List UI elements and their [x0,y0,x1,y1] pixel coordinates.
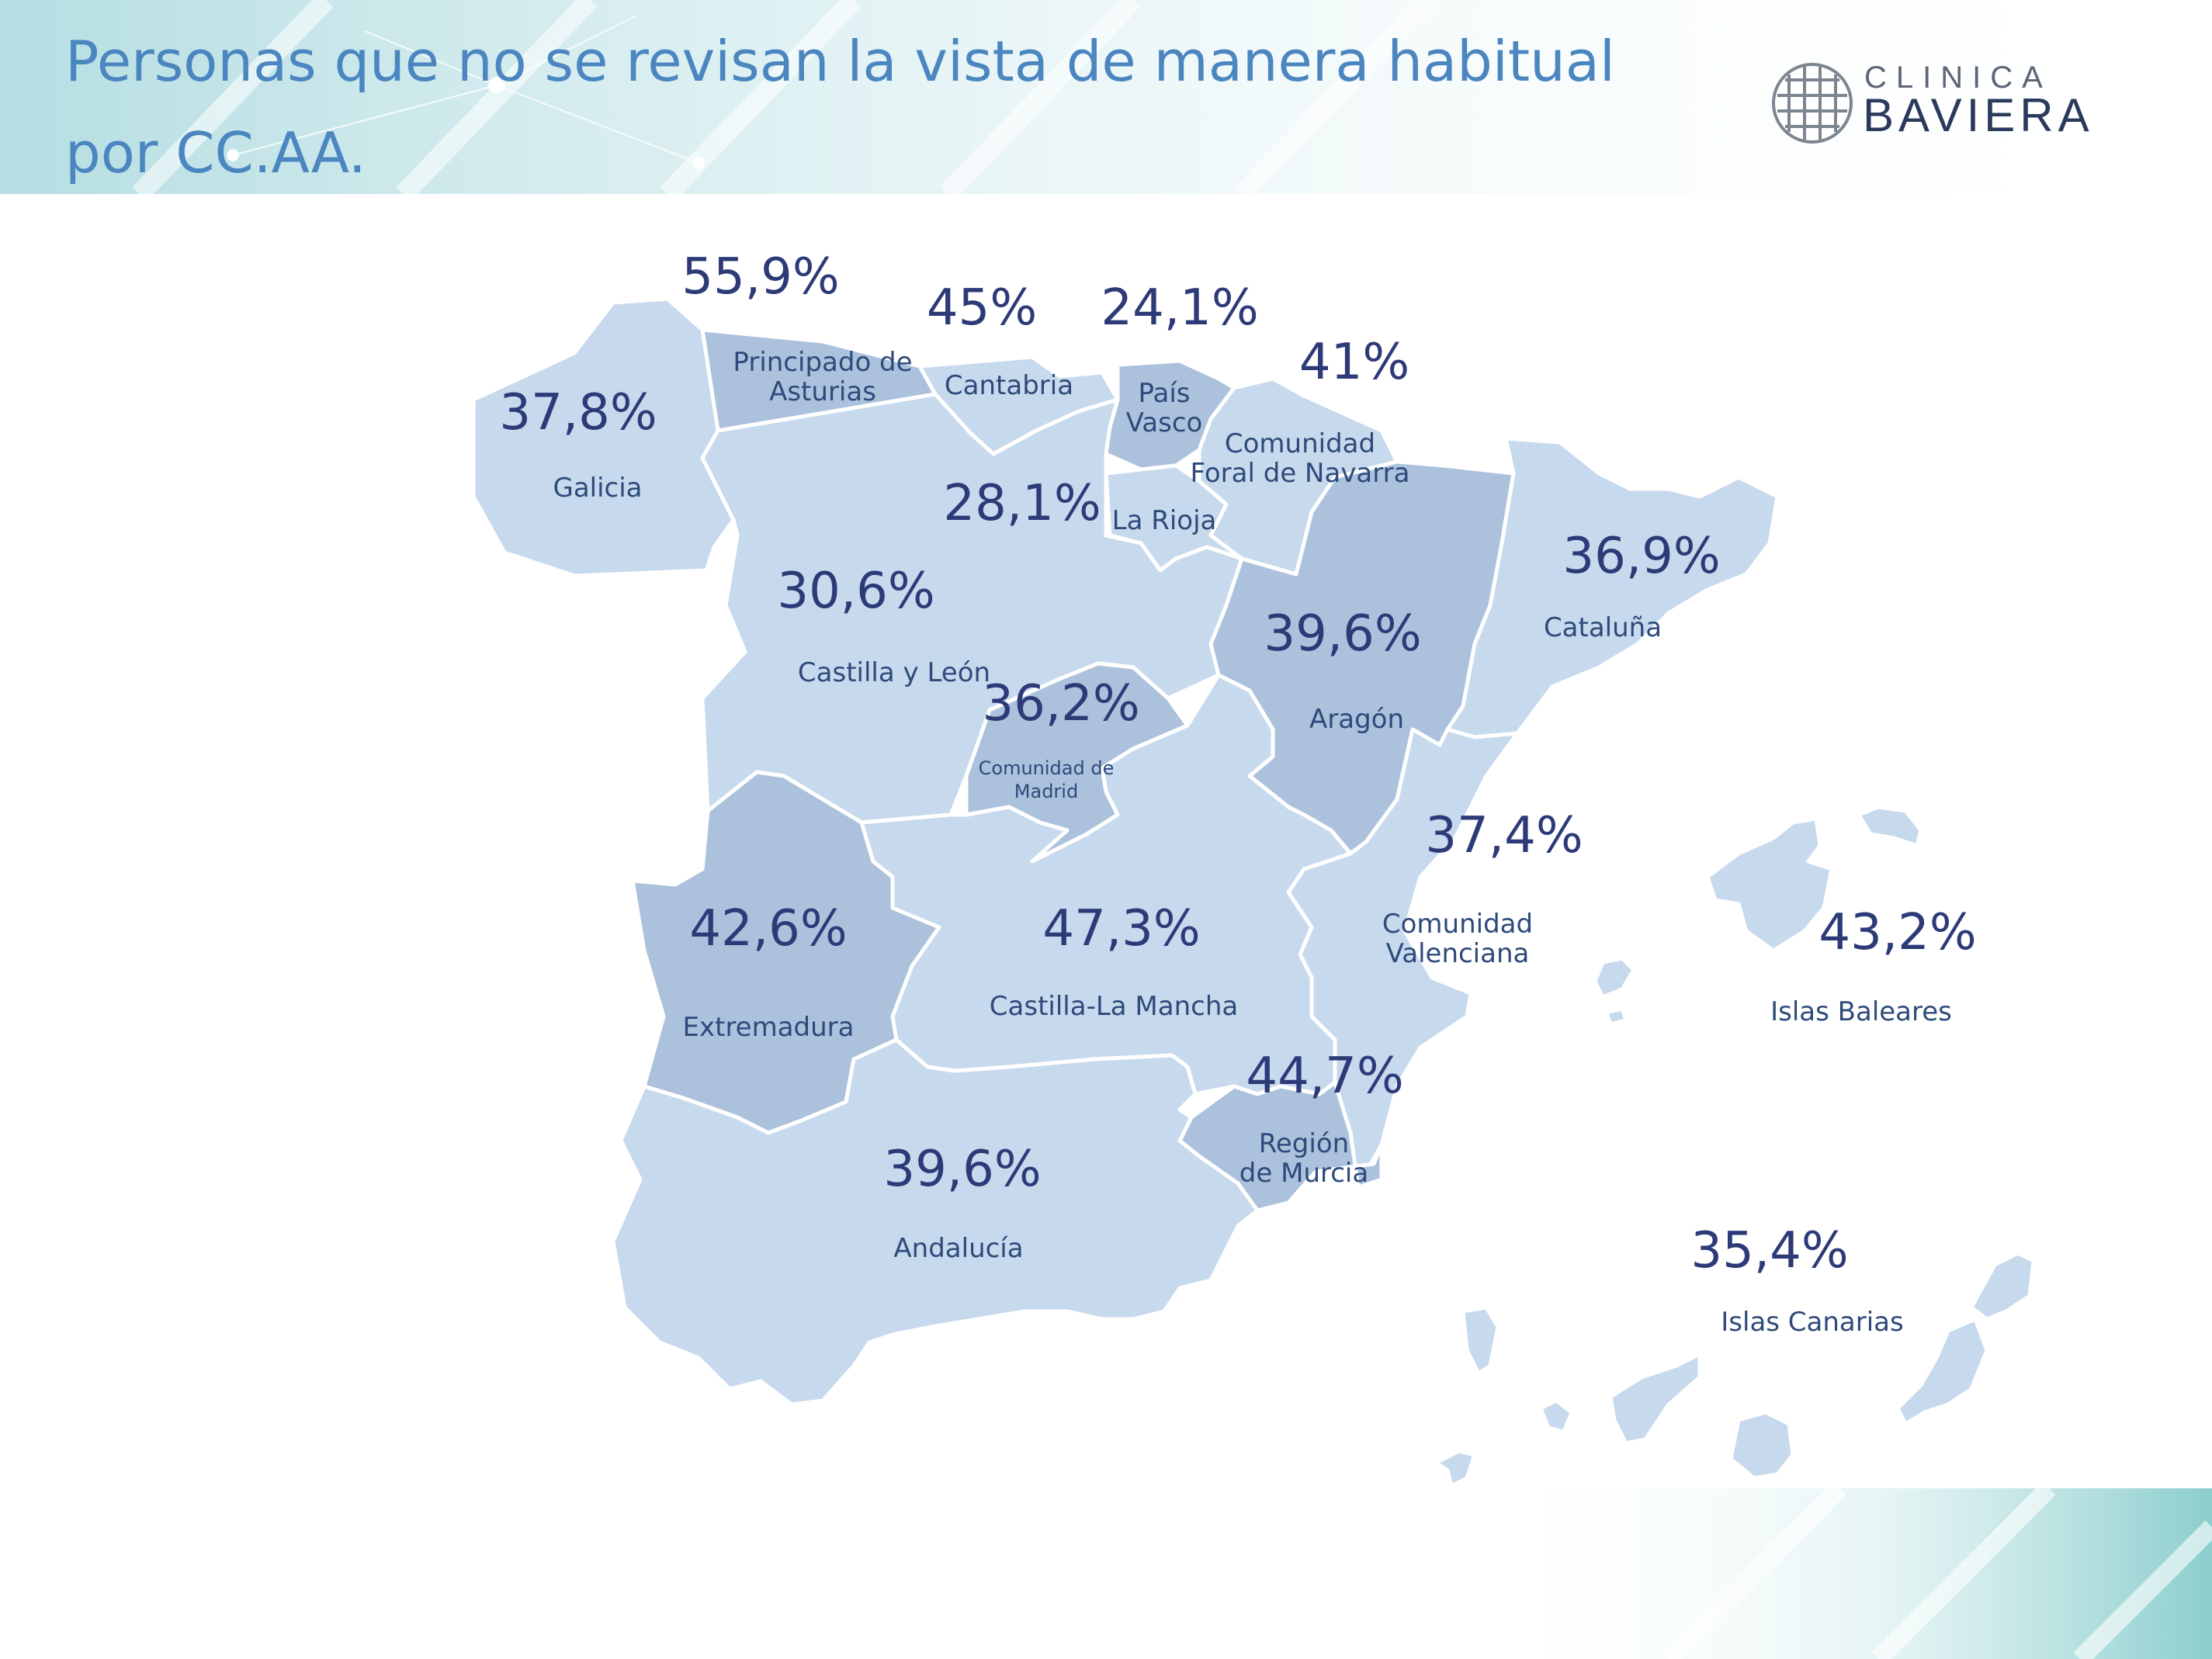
region-name-baleares: Islas Baleares [1770,996,1952,1027]
region-name-castilla-la-mancha: Castilla-La Mancha [989,991,1239,1022]
region-cataluna [1445,436,1780,739]
value-label-andalucia: 39,6% [883,1141,1042,1198]
value-label-galicia: 37,8% [499,384,657,442]
region-name-asturias: Principado de Asturias [733,347,913,407]
region-castilla-leon [700,392,1244,825]
region-canarias-la-palma [1461,1305,1500,1376]
region-canarias-el-hierro [1434,1449,1477,1488]
value-label-canarias: 35,4% [1690,1222,1849,1280]
value-label-castilla-la-mancha: 47,3% [1042,900,1201,958]
region-baleares-formentera [1604,1006,1628,1027]
region-canarias-la-gomera [1538,1398,1574,1434]
value-label-asturias: 55,9% [681,248,840,306]
bottom-streaks [1662,1481,2212,1659]
region-canarias-gran-canaria [1728,1410,1795,1481]
region-name-la-rioja: La Rioja [1111,505,1217,536]
value-label-cantabria: 45% [926,279,1038,337]
region-canarias-lanzarote [1969,1251,2036,1321]
region-name-navarra: Comunidad Foral de Navarra [1190,428,1410,489]
region-baleares-menorca [1857,805,1923,848]
region-name-aragon: Aragón [1309,704,1405,735]
value-label-navarra: 41% [1298,334,1410,391]
network-lines [227,15,705,169]
value-label-extremadura: 42,6% [689,900,848,958]
region-name-cataluna: Cataluña [1543,612,1662,643]
region-andalucia [611,1037,1260,1407]
region-name-murcia: Región de Murcia [1239,1128,1369,1189]
region-name-extremadura: Extremadura [682,1012,855,1043]
region-name-pais-vasco: País Vasco [1125,378,1203,438]
value-label-pais-vasco: 24,1% [1101,279,1259,337]
logo-text-baviera: BAVIERA [1863,89,2094,141]
page-title-line2: por CC.AA. [65,120,366,185]
value-label-murcia: 44,7% [1246,1048,1404,1105]
region-name-castilla-leon: Castilla y León [797,657,991,688]
value-label-castilla-leon: 30,6% [777,563,935,620]
region-name-andalucia: Andalucía [893,1233,1024,1264]
clinica-baviera-logo: CLINICA BAVIERA [1770,61,2134,146]
region-name-valenciana: Comunidad Valenciana [1382,909,1534,969]
region-name-cantabria: Cantabria [944,370,1074,401]
bottom-band [1475,1488,2212,1659]
page-title-line1: Personas que no se revisan la vista de m… [65,29,1615,94]
value-label-madrid: 36,2% [982,675,1140,733]
region-baleares-mallorca [1705,816,1834,953]
value-label-cataluna: 36,9% [1562,528,1721,585]
logo-text-clinica: CLINICA [1864,61,2052,95]
region-name-madrid: Comunidad de Madrid [978,757,1115,802]
region-name-canarias: Islas Canarias [1721,1307,1904,1338]
region-canarias-tenerife [1608,1352,1702,1446]
globe-logo-icon [1772,63,1853,144]
value-label-valenciana: 37,4% [1425,807,1583,864]
region-name-galicia: Galicia [553,473,643,504]
value-label-la-rioja: 28,1% [943,475,1101,532]
region-canarias-fuerteventura [1895,1317,1989,1426]
value-label-baleares: 43,2% [1818,904,1977,961]
value-label-aragon: 39,6% [1264,605,1422,663]
page-title: Personas que no se revisan la vista de m… [65,16,1695,199]
region-baleares-ibiza [1593,956,1636,999]
